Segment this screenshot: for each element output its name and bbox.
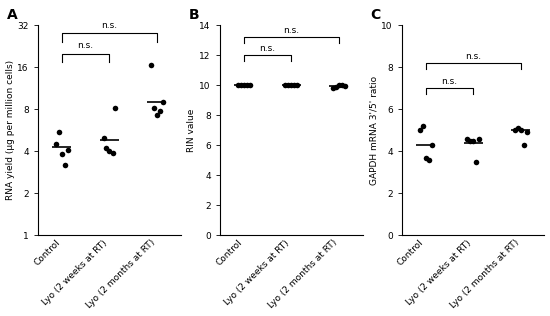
Point [63, 147, 72, 152]
Y-axis label: RNA yield (μg per million cells): RNA yield (μg per million cells) [6, 60, 14, 200]
Point [290, 82, 299, 88]
Point [415, 128, 424, 133]
Point [284, 82, 293, 88]
Point [158, 100, 167, 105]
Point [427, 143, 436, 148]
Point [328, 86, 337, 91]
Point [419, 124, 427, 129]
Point [150, 106, 158, 111]
Text: n.s.: n.s. [465, 52, 481, 61]
Text: n.s.: n.s. [101, 21, 117, 30]
Point [466, 138, 475, 143]
Point [60, 162, 69, 167]
Point [281, 82, 290, 88]
Point [421, 155, 430, 160]
Point [520, 143, 529, 148]
Point [243, 82, 251, 88]
Point [102, 146, 111, 151]
Text: n.s.: n.s. [259, 44, 276, 53]
Point [105, 149, 114, 154]
Point [510, 128, 519, 133]
Point [516, 128, 525, 133]
Point [332, 84, 340, 89]
Text: B: B [189, 8, 199, 22]
Point [99, 135, 108, 140]
Point [293, 82, 302, 88]
Point [52, 142, 60, 147]
Y-axis label: RIN value: RIN value [188, 108, 196, 152]
Point [245, 82, 254, 88]
Point [472, 159, 481, 164]
Point [334, 82, 343, 88]
Point [239, 82, 248, 88]
Point [111, 105, 120, 110]
Point [152, 112, 161, 117]
Point [340, 83, 349, 88]
Text: n.s.: n.s. [283, 26, 299, 35]
Point [234, 82, 243, 88]
Text: A: A [7, 8, 17, 22]
Point [469, 138, 477, 143]
Text: n.s.: n.s. [441, 77, 458, 86]
Point [54, 129, 63, 134]
Point [338, 82, 346, 88]
Point [287, 82, 295, 88]
Text: n.s.: n.s. [78, 41, 94, 50]
Point [522, 130, 531, 135]
Point [513, 125, 522, 131]
Point [463, 136, 472, 141]
Point [156, 109, 164, 114]
Point [57, 152, 66, 157]
Y-axis label: GAPDH mRNA 3'/5' ratio: GAPDH mRNA 3'/5' ratio [370, 76, 378, 185]
Point [425, 157, 433, 162]
Text: C: C [370, 8, 381, 22]
Point [108, 150, 117, 155]
Point [147, 63, 156, 68]
Point [236, 82, 245, 88]
Point [475, 136, 483, 141]
